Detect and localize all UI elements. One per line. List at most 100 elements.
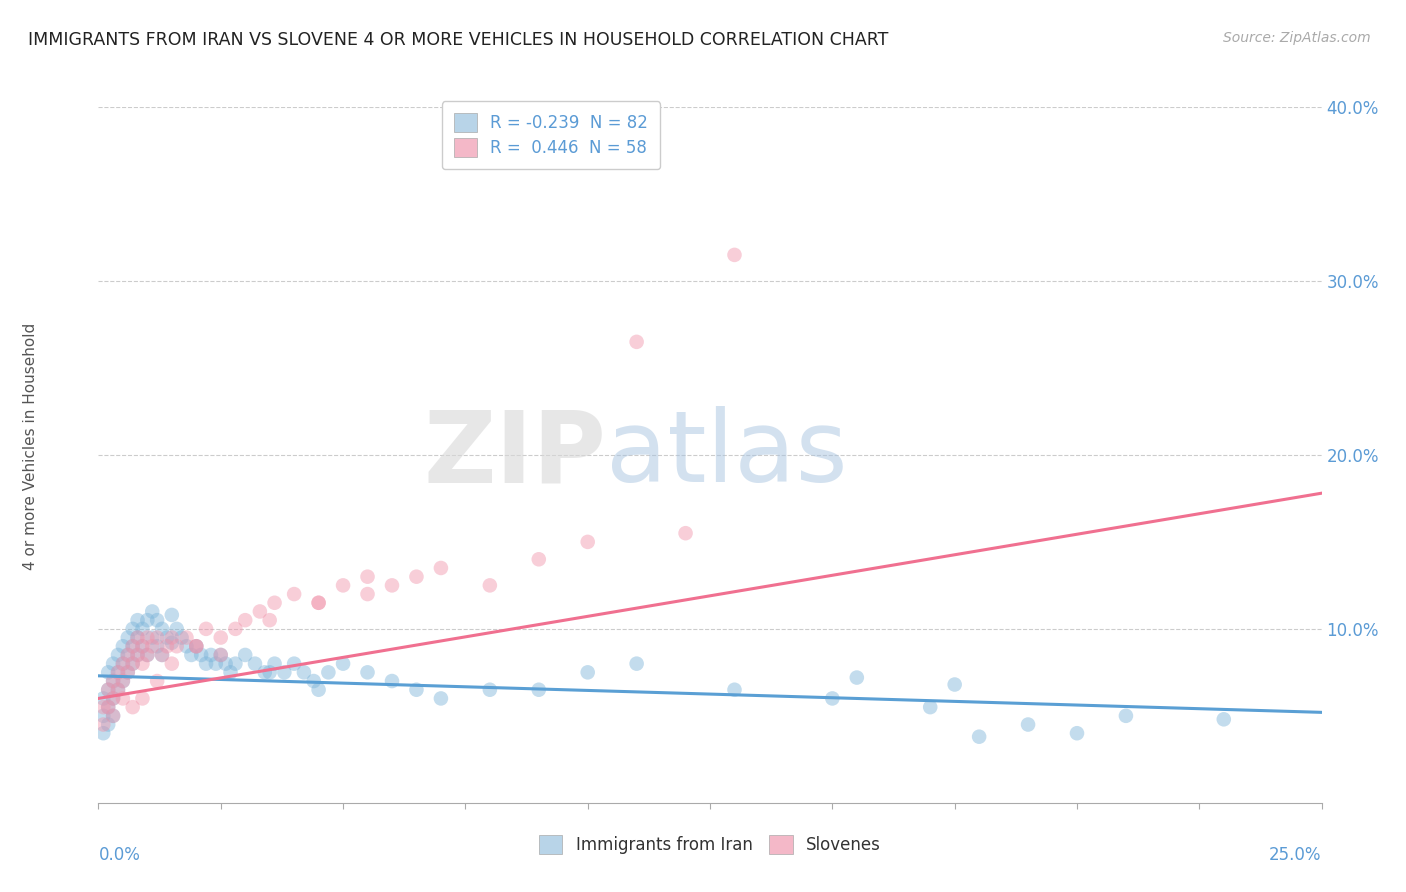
Point: [160, 607, 183, 622]
Point: [430, 561, 453, 575]
Point: [160, 636, 183, 650]
Point: [97, 700, 120, 714]
Point: [478, 578, 501, 592]
Point: [1115, 708, 1137, 723]
Point: [127, 613, 149, 627]
Point: [200, 648, 222, 662]
Point: [107, 665, 129, 680]
Point: [150, 622, 173, 636]
Point: [233, 648, 256, 662]
Point: [117, 665, 139, 680]
Point: [131, 691, 153, 706]
Point: [101, 674, 124, 689]
Point: [121, 657, 143, 671]
Point: [259, 665, 281, 680]
Point: [308, 596, 330, 610]
Point: [356, 587, 378, 601]
Point: [97, 700, 120, 714]
Point: [166, 622, 188, 636]
Point: [292, 665, 315, 680]
Point: [107, 648, 129, 662]
Point: [101, 708, 124, 723]
Point: [176, 631, 198, 645]
Point: [111, 657, 134, 671]
Point: [381, 578, 404, 592]
Point: [405, 682, 427, 697]
Text: 25.0%: 25.0%: [1270, 847, 1322, 864]
Point: [101, 657, 124, 671]
Point: [821, 691, 844, 706]
Point: [626, 657, 648, 671]
Point: [160, 631, 183, 645]
Point: [111, 674, 134, 689]
Point: [186, 639, 208, 653]
Point: [91, 700, 114, 714]
Text: atlas: atlas: [606, 407, 848, 503]
Point: [160, 657, 183, 671]
Point: [381, 674, 404, 689]
Point: [141, 605, 163, 619]
Point: [121, 622, 143, 636]
Point: [101, 691, 124, 706]
Point: [186, 639, 208, 653]
Point: [121, 639, 143, 653]
Point: [91, 708, 114, 723]
Legend: Immigrants from Iran, Slovenes: Immigrants from Iran, Slovenes: [533, 828, 887, 861]
Point: [121, 657, 143, 671]
Point: [224, 622, 246, 636]
Text: ZIP: ZIP: [423, 407, 606, 503]
Point: [107, 682, 129, 697]
Point: [478, 682, 501, 697]
Point: [131, 622, 153, 636]
Point: [136, 648, 159, 662]
Point: [97, 682, 120, 697]
Point: [180, 648, 202, 662]
Point: [101, 708, 124, 723]
Point: [405, 570, 427, 584]
Point: [127, 648, 149, 662]
Point: [318, 665, 340, 680]
Text: IMMIGRANTS FROM IRAN VS SLOVENE 4 OR MORE VEHICLES IN HOUSEHOLD CORRELATION CHAR: IMMIGRANTS FROM IRAN VS SLOVENE 4 OR MOR…: [28, 31, 889, 49]
Point: [723, 248, 745, 262]
Point: [356, 665, 378, 680]
Point: [224, 657, 246, 671]
Point: [97, 682, 120, 697]
Point: [283, 587, 305, 601]
Text: 0.0%: 0.0%: [98, 847, 141, 864]
Point: [127, 631, 149, 645]
Point: [332, 657, 354, 671]
Point: [943, 677, 966, 691]
Point: [205, 657, 228, 671]
Point: [170, 631, 193, 645]
Point: [675, 526, 697, 541]
Point: [91, 717, 114, 731]
Point: [136, 613, 159, 627]
Point: [111, 657, 134, 671]
Point: [146, 631, 169, 645]
Point: [121, 700, 143, 714]
Point: [308, 682, 330, 697]
Text: 4 or more Vehicles in Household: 4 or more Vehicles in Household: [24, 322, 38, 570]
Point: [176, 639, 198, 653]
Point: [527, 682, 550, 697]
Point: [150, 648, 173, 662]
Point: [626, 334, 648, 349]
Text: Source: ZipAtlas.com: Source: ZipAtlas.com: [1223, 31, 1371, 45]
Point: [308, 596, 330, 610]
Point: [1017, 717, 1039, 731]
Point: [136, 648, 159, 662]
Point: [111, 674, 134, 689]
Point: [1212, 712, 1234, 726]
Point: [121, 639, 143, 653]
Point: [283, 657, 305, 671]
Point: [131, 639, 153, 653]
Point: [91, 726, 114, 740]
Point: [190, 648, 212, 662]
Point: [430, 691, 453, 706]
Point: [156, 639, 179, 653]
Point: [136, 631, 159, 645]
Point: [186, 639, 208, 653]
Point: [107, 665, 129, 680]
Point: [527, 552, 550, 566]
Point: [243, 657, 266, 671]
